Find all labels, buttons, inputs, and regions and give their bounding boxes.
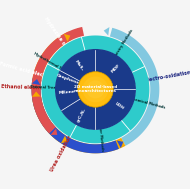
Polygon shape — [64, 34, 70, 42]
Polygon shape — [117, 140, 123, 148]
Polygon shape — [41, 36, 149, 143]
Text: Other Methods: Other Methods — [97, 121, 104, 151]
Circle shape — [78, 72, 113, 107]
Text: MOF: MOF — [111, 63, 122, 74]
Text: Graphene: Graphene — [56, 74, 80, 85]
Polygon shape — [32, 91, 41, 97]
Text: MoS₂: MoS₂ — [74, 59, 84, 72]
Circle shape — [82, 77, 108, 102]
Text: Methanol electro-oxidation: Methanol electro-oxidation — [117, 70, 190, 88]
Text: MXene: MXene — [59, 89, 76, 95]
Text: Urea oxidation reaction: Urea oxidation reaction — [50, 112, 85, 172]
Text: Thermal Treatment: Thermal Treatment — [30, 85, 67, 90]
Text: Electrochemical Methods: Electrochemical Methods — [116, 93, 165, 110]
Polygon shape — [51, 128, 57, 135]
Text: Soft Chemistry Methods: Soft Chemistry Methods — [106, 28, 135, 71]
Text: Hydrothermal Treatment: Hydrothermal Treatment — [33, 52, 77, 80]
Circle shape — [56, 50, 135, 129]
Text: Formic acid electro-oxidation: Formic acid electro-oxidation — [0, 61, 78, 87]
Polygon shape — [32, 27, 84, 133]
Polygon shape — [61, 136, 68, 143]
Polygon shape — [104, 27, 109, 36]
Polygon shape — [32, 79, 40, 85]
Circle shape — [86, 80, 104, 98]
Text: g-C₃N₄: g-C₃N₄ — [76, 107, 87, 123]
Polygon shape — [123, 136, 130, 143]
Text: nanoarchitectures: nanoarchitectures — [74, 89, 117, 93]
Polygon shape — [77, 28, 83, 37]
Circle shape — [79, 73, 112, 106]
Text: LDH: LDH — [114, 102, 125, 111]
Polygon shape — [32, 32, 72, 142]
Text: 2D material-based: 2D material-based — [74, 85, 117, 89]
Polygon shape — [110, 28, 159, 146]
Polygon shape — [32, 78, 119, 153]
Text: Ethanol electro-oxidation: Ethanol electro-oxidation — [1, 84, 71, 91]
Polygon shape — [117, 140, 123, 148]
Polygon shape — [32, 97, 125, 153]
Text: Hydrazine oxidation: Hydrazine oxidation — [43, 16, 79, 65]
